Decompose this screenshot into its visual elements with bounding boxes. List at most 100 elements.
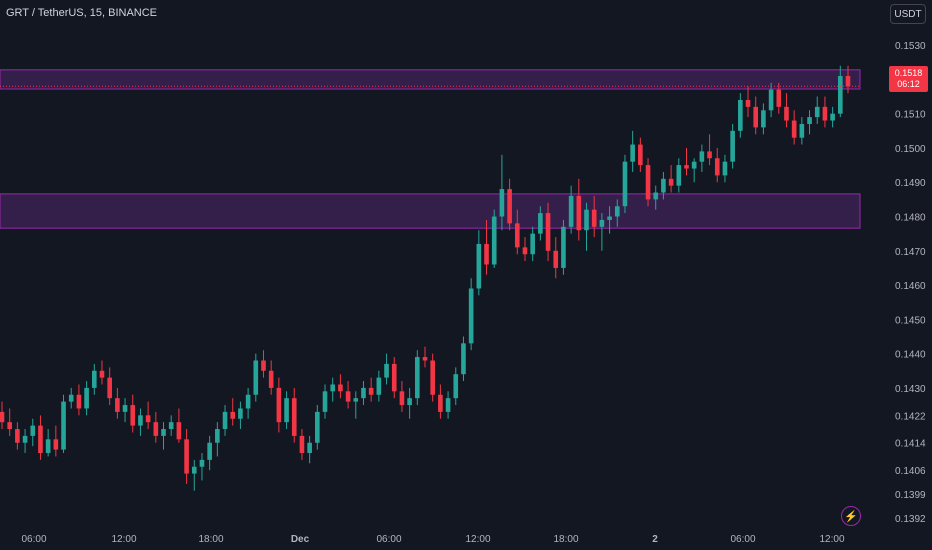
- bar-countdown: 06:12: [897, 79, 920, 89]
- candle: [722, 154, 728, 183]
- candle: [530, 226, 535, 262]
- candle: [276, 377, 282, 433]
- candle-body: [761, 110, 766, 128]
- candle-body: [668, 178, 674, 186]
- candle: [38, 415, 43, 460]
- currency-button[interactable]: USDT: [890, 4, 926, 24]
- candle-body: [499, 189, 505, 217]
- candle: [22, 429, 28, 454]
- candle-body: [238, 408, 243, 419]
- price-tick-label: 0.1414: [895, 439, 926, 450]
- candle-body: [176, 422, 182, 440]
- candle: [261, 350, 266, 378]
- candle-body: [814, 106, 820, 118]
- candle: [822, 96, 828, 128]
- price-tick-label: 0.1422: [895, 411, 926, 422]
- candle: [284, 391, 289, 430]
- candle-body: [191, 466, 197, 474]
- candle: [399, 381, 405, 412]
- candle-body: [107, 377, 112, 399]
- candle: [468, 278, 474, 351]
- lightning-icon[interactable]: ⚡: [841, 506, 861, 526]
- candle: [215, 422, 220, 457]
- candle: [684, 147, 689, 176]
- candle-body: [353, 398, 359, 402]
- candle: [30, 418, 36, 447]
- candle-body: [507, 189, 512, 224]
- price-axis[interactable]: 0.15300.15200.15100.15000.14900.14800.14…: [895, 41, 926, 525]
- candle: [491, 209, 497, 268]
- candle-body: [284, 398, 289, 423]
- price-tick-label: 0.1510: [895, 110, 926, 121]
- price-tick-label: 0.1392: [895, 514, 926, 525]
- candle-body: [22, 435, 28, 443]
- candle: [299, 429, 305, 460]
- time-axis[interactable]: 06:00 12:00 18:00 Dec 06:00 12:00 18:00 2 06:00 1…: [21, 534, 844, 545]
- candle-body: [391, 363, 397, 392]
- candle-body: [645, 165, 651, 200]
- candle: [161, 422, 166, 450]
- candle-body: [514, 223, 520, 248]
- candle-body: [0, 411, 5, 423]
- candle-body: [399, 391, 405, 406]
- candle: [576, 178, 582, 241]
- candle-body: [122, 405, 128, 412]
- symbol-title: GRT / TetherUS, 15, BINANCE: [6, 7, 158, 19]
- candle: [507, 178, 512, 231]
- candle-body: [7, 422, 12, 430]
- candle: [153, 411, 159, 443]
- candle: [338, 374, 343, 399]
- time-tick-label: 12:00: [465, 534, 490, 545]
- last-price-value: 0.1518: [894, 68, 923, 78]
- candle-body: [522, 247, 528, 255]
- candle-body: [299, 435, 305, 454]
- candle: [514, 209, 520, 255]
- time-tick-label: 18:00: [553, 534, 578, 545]
- candle-body: [161, 429, 166, 436]
- candle: [438, 384, 443, 419]
- candle-body: [738, 99, 743, 131]
- candle: [568, 185, 574, 234]
- candle-body: [661, 178, 666, 193]
- candle-body: [730, 130, 735, 162]
- candle: [376, 370, 382, 402]
- candle: [291, 387, 297, 443]
- candle-body: [407, 398, 412, 406]
- candle: [0, 401, 5, 430]
- candle: [61, 394, 66, 454]
- candle: [845, 65, 851, 94]
- price-tick-label: 0.1430: [895, 384, 926, 395]
- candle: [499, 154, 505, 231]
- candle-body: [430, 360, 435, 395]
- candle: [730, 123, 735, 169]
- candle-body: [215, 429, 220, 443]
- candle-body: [330, 384, 336, 392]
- candle-body: [653, 192, 659, 200]
- candle: [630, 130, 635, 172]
- price-tick-label: 0.1406: [895, 466, 926, 477]
- candle-body: [415, 357, 420, 399]
- time-tick-label: 2: [652, 534, 658, 545]
- candle: [130, 394, 136, 433]
- candle: [738, 93, 743, 138]
- candle-body: [484, 243, 489, 265]
- candle-body: [838, 75, 843, 114]
- zone-1: [0, 69, 861, 90]
- candle: [15, 422, 20, 450]
- candle-body: [153, 422, 159, 436]
- candle-body: [630, 144, 635, 162]
- candle: [307, 435, 312, 464]
- candle-body: [707, 151, 712, 159]
- candle-body: [822, 106, 828, 121]
- price-tick-label: 0.1500: [895, 144, 926, 155]
- candle: [91, 363, 97, 395]
- price-tick-label: 0.1480: [895, 213, 926, 224]
- candle-body: [338, 384, 343, 392]
- candle-body: [345, 391, 351, 402]
- candle: [638, 137, 643, 172]
- candle-body: [676, 165, 682, 186]
- candle-body: [638, 144, 643, 166]
- candle: [384, 353, 389, 385]
- candle-body: [491, 216, 497, 265]
